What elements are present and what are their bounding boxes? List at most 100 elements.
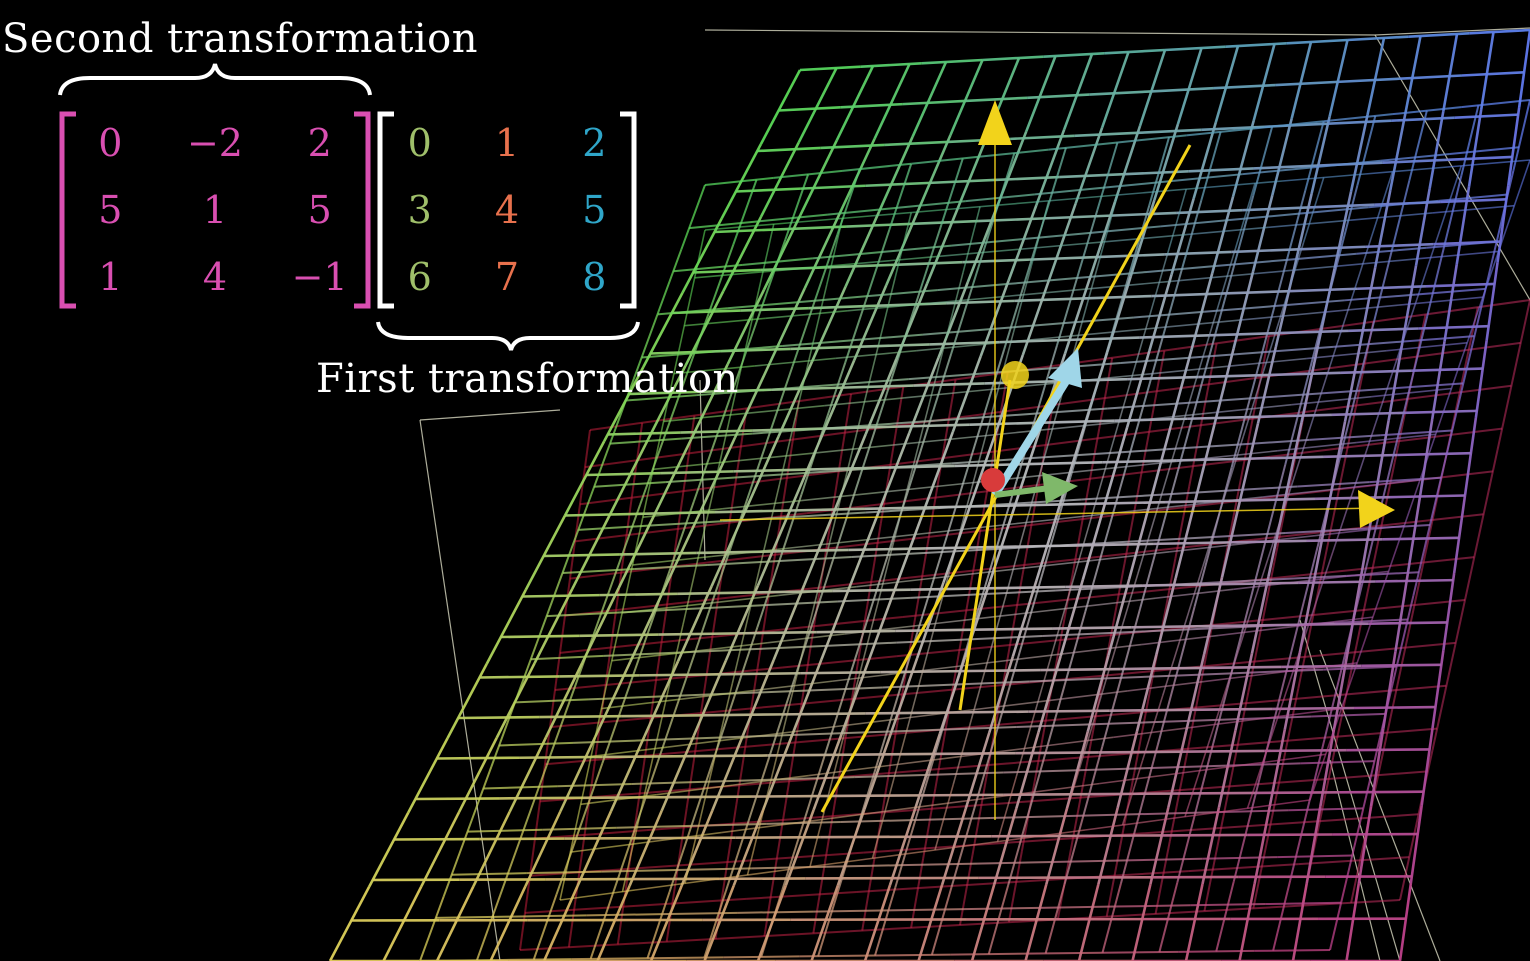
- grid-line: [737, 471, 809, 479]
- grid-line: [1373, 250, 1393, 322]
- grid-line: [801, 491, 881, 502]
- grid-line: [1347, 35, 1409, 42]
- grid-line: [1123, 405, 1145, 475]
- grid-line: [1355, 320, 1376, 392]
- grid-line: [1059, 579, 1085, 657]
- grid-line: [667, 795, 752, 799]
- grid-line: [1275, 80, 1338, 87]
- grid-line: [1118, 458, 1198, 469]
- grid-line: [1183, 496, 1263, 507]
- grid-line: [987, 885, 1010, 955]
- grid-line: [1175, 606, 1196, 676]
- grid-line: [824, 397, 905, 407]
- grid-line: [1409, 805, 1423, 884]
- grid-line: [684, 290, 725, 367]
- grid-line: [894, 417, 966, 425]
- grid-line: [1003, 769, 1078, 774]
- grid-line: [791, 300, 816, 367]
- grid-line: [995, 332, 1015, 399]
- grid-line: [982, 55, 1044, 62]
- grid-line: [682, 557, 699, 625]
- grid-line: [715, 683, 734, 751]
- grid-line: [442, 831, 469, 897]
- grid-line: [585, 443, 611, 509]
- grid-line: [1512, 299, 1530, 376]
- grid-line: [972, 428, 1053, 438]
- grid-line: [1069, 911, 1181, 920]
- grid-line: [964, 96, 1028, 103]
- grid-line: [877, 136, 914, 213]
- grid-line: [1009, 498, 1082, 505]
- grid-line: [1159, 319, 1241, 329]
- grid-line: [971, 219, 995, 288]
- grid-line: [1009, 829, 1086, 841]
- grid-line: [1299, 206, 1369, 215]
- grid-line: [1188, 167, 1254, 173]
- grid-line: [1395, 595, 1415, 667]
- grid-line: [542, 826, 617, 831]
- grid-line: [570, 841, 646, 853]
- grid-line: [884, 755, 962, 767]
- grid-line: [1380, 429, 1453, 437]
- grid-line: [1052, 420, 1133, 430]
- grid-line: [837, 378, 909, 386]
- grid-line: [1201, 125, 1265, 132]
- grid-line: [580, 793, 657, 806]
- grid-line: [1357, 805, 1373, 884]
- grid-line: [1103, 426, 1129, 504]
- grid-line: [1418, 324, 1489, 330]
- grid-line: [902, 99, 966, 106]
- grid-line: [1431, 650, 1445, 729]
- grid-line: [1045, 679, 1068, 749]
- grid-line: [1015, 710, 1037, 777]
- grid-line: [1270, 441, 1387, 458]
- grid-line: [918, 224, 943, 292]
- grid-line: [1034, 194, 1118, 203]
- grid-line: [880, 669, 961, 674]
- grid-line: [934, 684, 957, 753]
- grid-line: [705, 608, 718, 676]
- grid-line: [776, 262, 859, 272]
- grid-line: [835, 349, 917, 360]
- grid-line: [1082, 746, 1104, 816]
- grid-line: [758, 213, 828, 223]
- grid-line: [1220, 500, 1242, 578]
- grid-line: [869, 804, 982, 815]
- grid-line: [922, 788, 937, 859]
- grid-line: [1026, 513, 1106, 524]
- grid-line: [907, 420, 931, 489]
- grid-line: [743, 436, 780, 513]
- grid-line: [524, 514, 567, 591]
- grid-line: [1273, 574, 1347, 581]
- grid-line: [1080, 260, 1101, 327]
- grid-line: [1302, 177, 1325, 243]
- grid-line: [1246, 743, 1270, 809]
- grid-line: [1344, 293, 1416, 302]
- grid-line: [901, 862, 978, 867]
- grid-line: [1100, 51, 1130, 129]
- grid-line: [634, 564, 708, 570]
- grid-line: [1267, 670, 1288, 742]
- grid-line: [1303, 530, 1323, 602]
- grid-line: [1264, 748, 1347, 753]
- grid-line: [532, 893, 558, 960]
- grid-line: [622, 603, 701, 614]
- grid-line: [690, 759, 715, 827]
- grid-line: [1156, 443, 1178, 509]
- grid-line: [467, 828, 543, 833]
- grid-line: [562, 559, 574, 626]
- grid-line: [1340, 369, 1412, 375]
- grid-line: [1454, 113, 1519, 119]
- grid-line: [1403, 335, 1475, 343]
- grid-line: [1294, 315, 1413, 334]
- grid-line: [1024, 551, 1140, 566]
- grid-line: [1171, 791, 1256, 795]
- grid-line: [1197, 450, 1278, 460]
- grid-line: [1029, 255, 1097, 261]
- grid-line: [860, 602, 879, 669]
- grid-line: [827, 206, 897, 216]
- grid-line: [557, 782, 632, 788]
- grid-line: [1025, 55, 1057, 132]
- grid-line: [1507, 107, 1521, 186]
- grid-line: [573, 765, 590, 834]
